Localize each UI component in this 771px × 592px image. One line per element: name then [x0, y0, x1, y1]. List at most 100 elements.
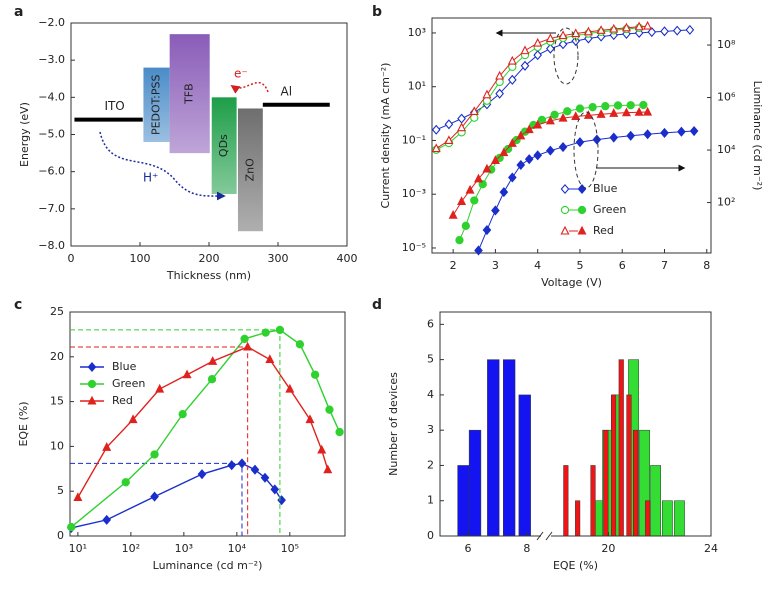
data-point: [533, 37, 543, 47]
data-point: [310, 370, 320, 379]
data-point: [323, 464, 333, 474]
y-tick-label: 20: [50, 350, 64, 363]
y-tick-label: 15: [50, 395, 64, 408]
data-point: [295, 340, 305, 349]
curve-group-ellipse: [553, 27, 579, 85]
data-point: [261, 328, 270, 337]
plots: Thickness (nm)Energy (eV)0 100 200 300 400−8…: [17, 16, 764, 572]
bar: [610, 394, 617, 537]
data-point: [470, 196, 479, 205]
x-tick-label: 6: [619, 259, 626, 272]
data-point: [237, 458, 247, 469]
data-point: [672, 25, 682, 36]
data-point: [305, 414, 315, 424]
legend-marker: [560, 183, 570, 195]
legend-marker: [577, 183, 587, 195]
x-tick-label: 200: [199, 252, 220, 265]
data-point: [689, 125, 699, 137]
x-tick-label: 10³: [175, 542, 193, 555]
data-point: [317, 444, 327, 454]
data-point: [507, 172, 517, 183]
data-point: [626, 130, 636, 141]
data-point: [465, 184, 475, 194]
x-tick-label: 8: [523, 542, 530, 555]
data-point: [524, 154, 534, 165]
y2-tick-label: 10²: [717, 196, 735, 209]
data-point: [639, 100, 648, 110]
y-tick-label: −2.0: [38, 16, 65, 29]
data-point: [260, 472, 270, 483]
data-point: [495, 88, 504, 99]
data-point: [647, 27, 657, 38]
y-tick-label: 25: [50, 305, 64, 318]
data-point: [469, 106, 479, 116]
x-tick-label: 10²: [122, 542, 140, 555]
data-point: [265, 354, 275, 364]
bar: [603, 429, 609, 537]
data-point: [533, 50, 543, 61]
legend-label: Red: [112, 394, 133, 407]
x-axis-label: Voltage (V): [541, 276, 602, 289]
y-axis-label: Energy (eV): [18, 102, 31, 167]
series-line: [435, 25, 648, 149]
bar: [457, 465, 470, 537]
plot-frame: [69, 311, 346, 537]
x-axis-label: Luminance (cd m⁻²): [153, 559, 263, 572]
y-tick-label: −6.0: [38, 165, 65, 178]
axis-break: [545, 531, 553, 541]
data-point: [491, 205, 500, 216]
bar: [487, 359, 500, 537]
y2-tick-label: 10⁶: [717, 91, 736, 104]
x-tick-label: 24: [704, 542, 718, 555]
data-point: [626, 101, 635, 110]
data-point: [197, 469, 207, 480]
data-point: [285, 383, 295, 393]
y-axis-label: Current density (mA cm⁻²): [379, 63, 392, 209]
y-tick-label: 10³: [408, 26, 426, 39]
data-point: [609, 132, 619, 143]
legend-marker: [87, 361, 97, 373]
data-point: [533, 150, 543, 161]
y-tick-label: 3: [427, 423, 434, 436]
layer-label: ZnO: [243, 158, 256, 182]
data-point: [473, 173, 484, 183]
data-point: [533, 119, 543, 129]
data-point: [207, 375, 217, 384]
legend-marker: [560, 225, 570, 235]
hole-arrow: [99, 131, 226, 201]
data-point: [660, 127, 669, 138]
x-tick-label: 300: [268, 252, 289, 265]
plot-frame: [431, 17, 712, 254]
y-tick-label: −7.0: [38, 202, 65, 215]
x-tick-label: 4: [534, 259, 541, 272]
data-point: [545, 33, 555, 43]
y-tick-label: 10⁻³: [402, 187, 426, 200]
series-line: [459, 104, 644, 241]
data-point: [455, 236, 464, 245]
x-tick-label: 0: [68, 252, 75, 265]
x-tick-label: 3: [492, 259, 499, 272]
electrode-label: Al: [281, 84, 293, 98]
data-point: [474, 245, 483, 256]
data-point: [431, 124, 441, 135]
data-point: [643, 20, 653, 30]
series-line: [452, 111, 648, 216]
data-point: [457, 122, 467, 132]
panel-letter: d: [372, 297, 382, 313]
y2-tick-label: 10⁸: [717, 38, 736, 51]
bar: [650, 465, 661, 537]
data-point: [613, 101, 623, 110]
data-point: [250, 464, 260, 475]
y2-tick-label: 10⁴: [717, 143, 736, 156]
data-point: [495, 70, 505, 80]
axis-break-gap: [541, 533, 551, 539]
y-tick-label: −4.0: [38, 90, 65, 103]
x-tick-label: 10⁵: [281, 542, 299, 555]
data-point: [507, 138, 517, 147]
data-point: [444, 119, 454, 130]
legend-label: Blue: [112, 360, 137, 373]
annotation: H⁺: [143, 171, 158, 185]
data-point: [558, 39, 568, 50]
data-point: [660, 26, 669, 37]
